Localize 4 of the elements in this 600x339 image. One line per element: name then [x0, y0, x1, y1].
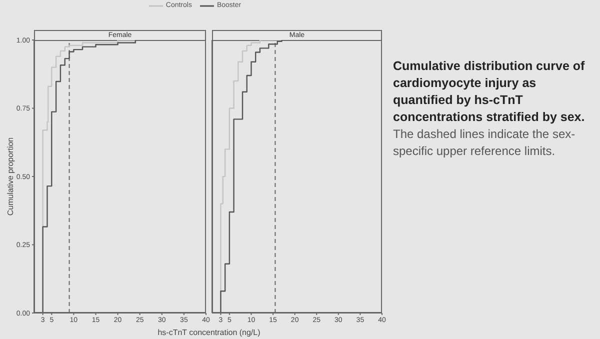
text: Cumulative distribution curve of cardiomyocyte injury as quantified by hs-cTnT concentrations stratified by sex.	[393, 58, 586, 126]
y-axis-title: Cumulative proportion	[6, 137, 15, 216]
x-axis-title: hs-cTnT concentration (ng/L)	[156, 328, 262, 337]
text: The dashed lines indicate the sex-specific upper reference limits.	[393, 126, 576, 160]
